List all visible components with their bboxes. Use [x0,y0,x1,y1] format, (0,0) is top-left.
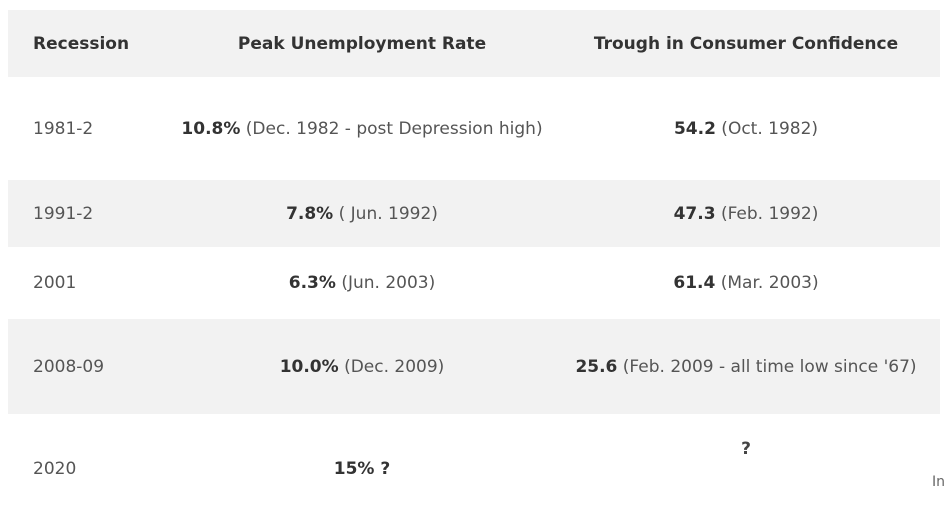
unemployment-cell: 15% ? [172,414,552,519]
confidence-value: 61.4 [673,273,716,293]
confidence-value: 47.3 [673,203,716,224]
confidence-note: (Mar. 2003) [715,273,819,293]
unemployment-note: (Dec. 2009) [338,356,445,377]
recession-comparison-table: Recession Peak Unemployment Rate Trough … [8,10,940,519]
table-header-row: Recession Peak Unemployment Rate Trough … [8,10,940,77]
header-trough-confidence: Trough in Consumer Confidence [593,33,899,54]
table-row: 2020 15% ? ? [8,414,940,519]
confidence-cell: ? [552,414,940,519]
unemployment-value: 15% ? [333,459,391,479]
unemployment-note: (Dec. 1982 - post Depression high) [240,118,543,139]
unemployment-value: 7.8% [286,203,334,224]
unemployment-cell: 10.0% (Dec. 2009) [172,319,552,414]
recession-cell: 2001 [33,273,77,293]
clipped-text-fragment: In [931,474,945,490]
confidence-note: (Feb. 2009 - all time low since '67) [617,356,917,377]
unemployment-note: (Jun. 2003) [335,273,436,293]
confidence-value: ? [741,439,751,459]
confidence-cell: 47.3 (Feb. 1992) [552,180,940,247]
table-row: 2008-09 10.0% (Dec. 2009) 25.6 (Feb. 200… [8,319,940,414]
table-row: 1981-2 10.8% (Dec. 1982 - post Depressio… [8,77,940,180]
unemployment-value: 10.0% [279,356,339,377]
unemployment-note: ( Jun. 1992) [333,203,438,224]
recession-cell: 2020 [33,459,77,479]
table-row: 2001 6.3% (Jun. 2003) 61.4 (Mar. 2003) [8,247,940,319]
unemployment-cell: 7.8% ( Jun. 1992) [172,180,552,247]
confidence-cell: 54.2 (Oct. 1982) [552,77,940,180]
header-peak-unemployment: Peak Unemployment Rate [237,33,487,54]
confidence-cell: 25.6 (Feb. 2009 - all time low since '67… [552,319,940,414]
header-recession: Recession [33,33,130,54]
unemployment-value: 6.3% [288,273,336,293]
confidence-value: 25.6 [575,356,618,377]
confidence-note: (Oct. 1982) [715,118,819,139]
recession-cell: 1981-2 [33,118,94,139]
confidence-note: (Feb. 1992) [715,203,819,224]
recession-cell: 2008-09 [33,356,105,377]
unemployment-cell: 10.8% (Dec. 1982 - post Depression high) [172,77,552,180]
unemployment-cell: 6.3% (Jun. 2003) [172,247,552,319]
confidence-cell: 61.4 (Mar. 2003) [552,247,940,319]
unemployment-value: 10.8% [181,118,241,139]
confidence-value: 54.2 [673,118,716,139]
recession-cell: 1991-2 [33,203,94,224]
table-row: 1991-2 7.8% ( Jun. 1992) 47.3 (Feb. 1992… [8,180,940,247]
